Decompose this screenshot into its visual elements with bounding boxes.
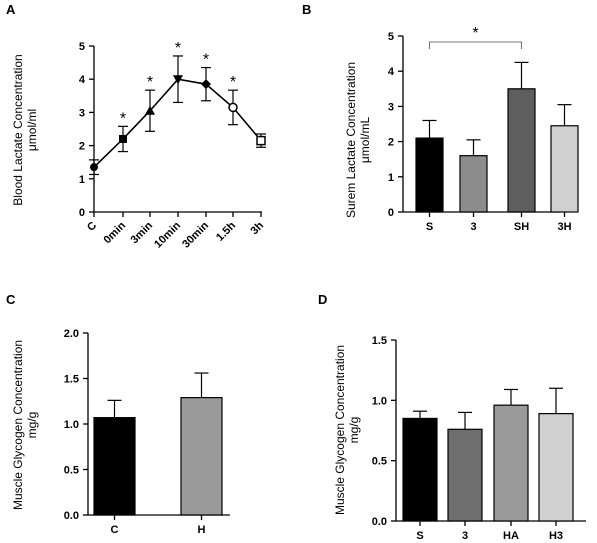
bar <box>402 417 438 522</box>
x-tick-label: S <box>416 530 423 542</box>
y-tick-label: 1 <box>388 172 394 184</box>
y-tick-label: 5 <box>388 31 394 43</box>
bar <box>447 428 483 522</box>
data-point <box>119 134 127 143</box>
data-point <box>90 163 98 172</box>
y-axis-label: Muscle Glycogen Concentration <box>333 345 347 515</box>
significance-star: * <box>147 74 153 91</box>
y-tick-label: 3 <box>79 107 85 119</box>
x-tick-label: 3h <box>249 219 267 237</box>
y-tick-label: 2.0 <box>64 328 79 340</box>
bar <box>507 88 536 213</box>
x-tick-label: HA <box>503 530 519 542</box>
y-tick-label: 0 <box>79 207 85 219</box>
data-point <box>228 102 238 113</box>
x-tick-label: 0min <box>101 219 128 246</box>
panel-label-d: D <box>318 292 327 307</box>
significance-star: * <box>230 74 236 91</box>
y-tick-label: 2 <box>79 141 85 153</box>
y-tick-label: 4 <box>79 74 86 86</box>
x-tick-label: H3 <box>549 530 563 542</box>
bar <box>550 125 579 213</box>
x-tick-label: H <box>198 524 206 536</box>
panel-label-c: C <box>6 292 16 307</box>
bar <box>180 397 223 516</box>
y-tick-label: 1.0 <box>64 419 79 431</box>
y-axis-unit-label: μmol/ml <box>25 109 39 151</box>
data-point <box>201 79 211 90</box>
y-tick-label: 1.5 <box>372 335 387 347</box>
y-tick-label: 0.5 <box>64 465 79 477</box>
y-tick-label: 5 <box>79 41 85 53</box>
bar <box>93 417 136 516</box>
significance-star: * <box>175 40 181 57</box>
x-tick-label: 3H <box>557 221 571 233</box>
panel-label-a: A <box>6 2 16 17</box>
significance-star: * <box>120 110 126 127</box>
y-tick-label: 0.5 <box>372 456 387 468</box>
y-tick-label: 1.5 <box>64 374 79 386</box>
x-tick-label: 10min <box>152 219 183 250</box>
y-axis-unit-label: mg/g <box>347 417 361 444</box>
x-tick-label: SH <box>514 221 529 233</box>
data-point <box>173 75 183 85</box>
significance-star: * <box>203 52 209 69</box>
bar <box>459 155 488 213</box>
y-tick-label: 1 <box>79 174 85 186</box>
significance-star: * <box>472 25 478 42</box>
bar <box>538 413 574 522</box>
y-axis-label: Blood Lactate Concentration <box>11 54 25 205</box>
bar <box>415 137 444 213</box>
y-axis-label: Surem Lactate Concentration <box>344 62 358 218</box>
y-tick-label: 3 <box>388 101 394 113</box>
y-tick-label: 0 <box>388 207 394 219</box>
x-tick-label: S <box>426 221 433 233</box>
x-tick-label: 3 <box>470 221 476 233</box>
x-tick-label: C <box>85 220 99 234</box>
data-point <box>145 105 155 115</box>
y-axis-label: Muscle Glycogen Concentration <box>11 340 25 510</box>
y-axis-unit-label: μmol/mL <box>358 117 372 164</box>
x-tick-label: C <box>111 524 119 536</box>
panel-label-b: B <box>302 2 311 17</box>
y-tick-label: 4 <box>388 66 395 78</box>
x-tick-label: 30min <box>180 219 211 250</box>
y-tick-label: 1.0 <box>372 395 387 407</box>
data-point <box>256 135 266 146</box>
x-tick-label: 1.5h <box>214 219 238 243</box>
x-tick-label: 3 <box>462 530 468 542</box>
y-tick-label: 2 <box>388 137 394 149</box>
bar <box>493 404 529 522</box>
significance-bracket <box>428 41 523 49</box>
y-tick-label: 0.0 <box>64 510 79 522</box>
y-tick-label: 0.0 <box>372 516 387 528</box>
y-axis-unit-label: mg/g <box>25 412 39 439</box>
